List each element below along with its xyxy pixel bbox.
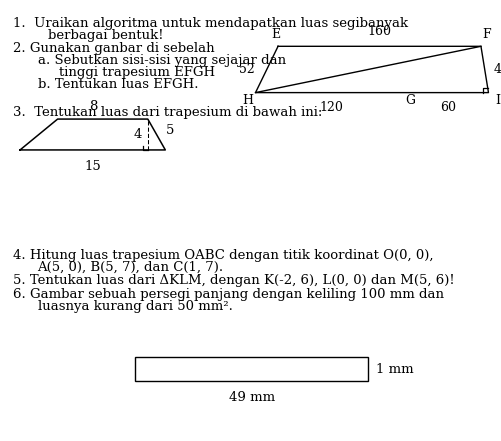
Text: 1 mm: 1 mm (376, 363, 413, 376)
Text: 120: 120 (320, 101, 344, 113)
Text: 4: 4 (133, 128, 142, 141)
Text: E: E (271, 28, 280, 41)
Text: luasnya kurang dari 50 mm².: luasnya kurang dari 50 mm². (38, 300, 232, 313)
Text: I: I (495, 94, 500, 107)
Text: a. Sebutkan sisi-sisi yang sejajar dan: a. Sebutkan sisi-sisi yang sejajar dan (38, 54, 286, 67)
Text: tinggi trapesium EFGH: tinggi trapesium EFGH (59, 66, 215, 79)
Text: 15: 15 (84, 160, 101, 172)
Text: 48: 48 (493, 63, 501, 76)
Text: 160: 160 (368, 26, 391, 38)
Text: berbagai bentuk!: berbagai bentuk! (48, 29, 163, 41)
Text: b. Tentukan luas EFGH.: b. Tentukan luas EFGH. (38, 78, 198, 91)
Text: 1.  Uraikan algoritma untuk mendapatkan luas segibanyak: 1. Uraikan algoritma untuk mendapatkan l… (13, 17, 408, 30)
Text: 49 mm: 49 mm (228, 391, 275, 404)
Text: 5. Tentukan luas dari ΔKLM, dengan K(-2, 6), L(0, 0) dan M(5, 6)!: 5. Tentukan luas dari ΔKLM, dengan K(-2,… (13, 274, 454, 287)
Text: 52: 52 (238, 63, 254, 76)
Text: 8: 8 (90, 101, 98, 113)
Text: 60: 60 (440, 101, 456, 113)
Text: 4. Hitung luas trapesium OABC dengan titik koordinat O(0, 0),: 4. Hitung luas trapesium OABC dengan tit… (13, 249, 433, 262)
Text: A(5, 0), B(5, 7), dan C(1, 7).: A(5, 0), B(5, 7), dan C(1, 7). (38, 261, 224, 274)
Text: G: G (405, 94, 415, 107)
Text: F: F (482, 28, 491, 41)
Text: 3.  Tentukan luas dari trapesium di bawah ini:: 3. Tentukan luas dari trapesium di bawah… (13, 106, 322, 119)
Text: 2. Gunakan ganbar di sebelah: 2. Gunakan ganbar di sebelah (13, 42, 214, 55)
Text: 6. Gambar sebuah persegi panjang dengan keliling 100 mm dan: 6. Gambar sebuah persegi panjang dengan … (13, 288, 443, 300)
Text: 5: 5 (165, 123, 174, 137)
Bar (135, 357, 368, 381)
Text: H: H (242, 94, 254, 107)
